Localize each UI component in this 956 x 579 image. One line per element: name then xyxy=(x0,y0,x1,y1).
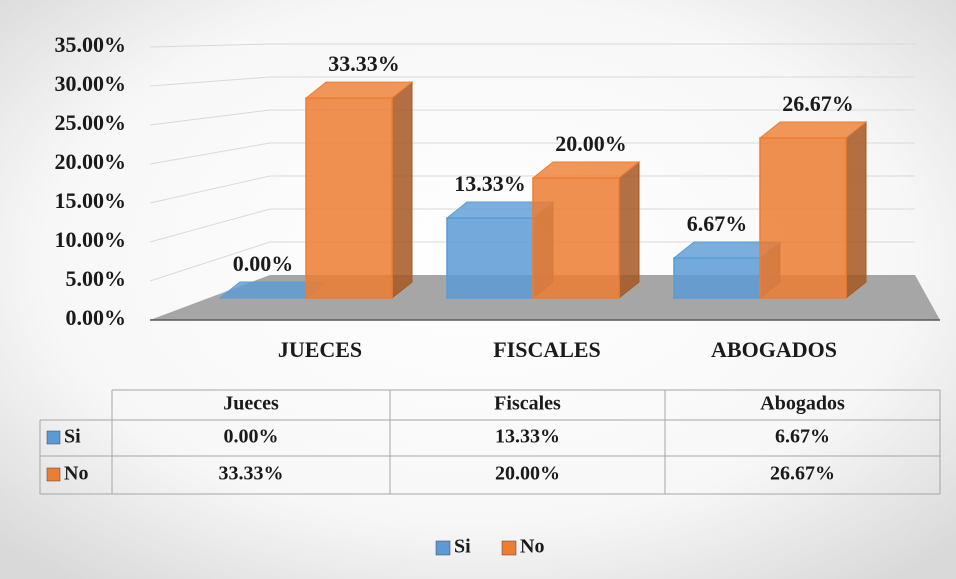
y-tick-label: 10.00% xyxy=(55,227,127,252)
grid-line xyxy=(149,208,915,243)
value-label: 33.33% xyxy=(328,51,400,76)
legend-label: No xyxy=(520,536,544,558)
grid-line xyxy=(149,142,915,165)
legend-key xyxy=(435,540,451,556)
x-tick-label: FISCALES xyxy=(493,337,601,362)
bar-side xyxy=(618,160,640,300)
value-label: 26.67% xyxy=(782,91,854,116)
y-tick-label: 20.00% xyxy=(55,149,127,174)
bar-side xyxy=(391,81,413,300)
x-tick-label: ABOGADOS xyxy=(711,337,837,362)
x-tick-label: JUECES xyxy=(278,337,362,362)
value-label: 13.33% xyxy=(454,171,526,196)
bar xyxy=(305,97,393,299)
bar xyxy=(673,257,761,299)
y-tick-label: 25.00% xyxy=(55,110,127,135)
bar xyxy=(446,217,534,299)
table-cell: 0.00% xyxy=(224,426,279,448)
value-label: 20.00% xyxy=(555,131,627,156)
legend-label: Si xyxy=(454,536,471,558)
grid-line xyxy=(149,109,915,126)
legend-key xyxy=(501,540,517,556)
grid-line xyxy=(149,175,915,204)
y-tick-label: 30.00% xyxy=(55,71,127,96)
table-cell: 26.67% xyxy=(770,463,835,485)
table-header: Jueces xyxy=(223,393,279,415)
table-cell: 6.67% xyxy=(775,426,830,448)
table-cell: 33.33% xyxy=(219,463,284,485)
table-row-label: No xyxy=(64,463,88,485)
y-tick-label: 35.00% xyxy=(55,32,127,57)
legend-key xyxy=(46,430,61,445)
value-label: 0.00% xyxy=(233,251,294,276)
value-label: 6.67% xyxy=(687,211,748,236)
table-header: Abogados xyxy=(760,393,845,415)
table-cell: 13.33% xyxy=(495,426,560,448)
table-cell: 20.00% xyxy=(495,463,560,485)
y-tick-label: 0.00% xyxy=(66,305,127,330)
table-header: Fiscales xyxy=(494,393,561,415)
bar xyxy=(532,177,620,299)
bar xyxy=(759,137,847,299)
y-tick-label: 15.00% xyxy=(55,188,127,213)
legend-key xyxy=(46,467,61,482)
y-tick-label: 5.00% xyxy=(66,266,127,291)
bar-side xyxy=(845,120,867,300)
grid-line xyxy=(149,76,915,87)
table-row-label: Si xyxy=(64,426,81,448)
grid-line xyxy=(149,43,915,48)
